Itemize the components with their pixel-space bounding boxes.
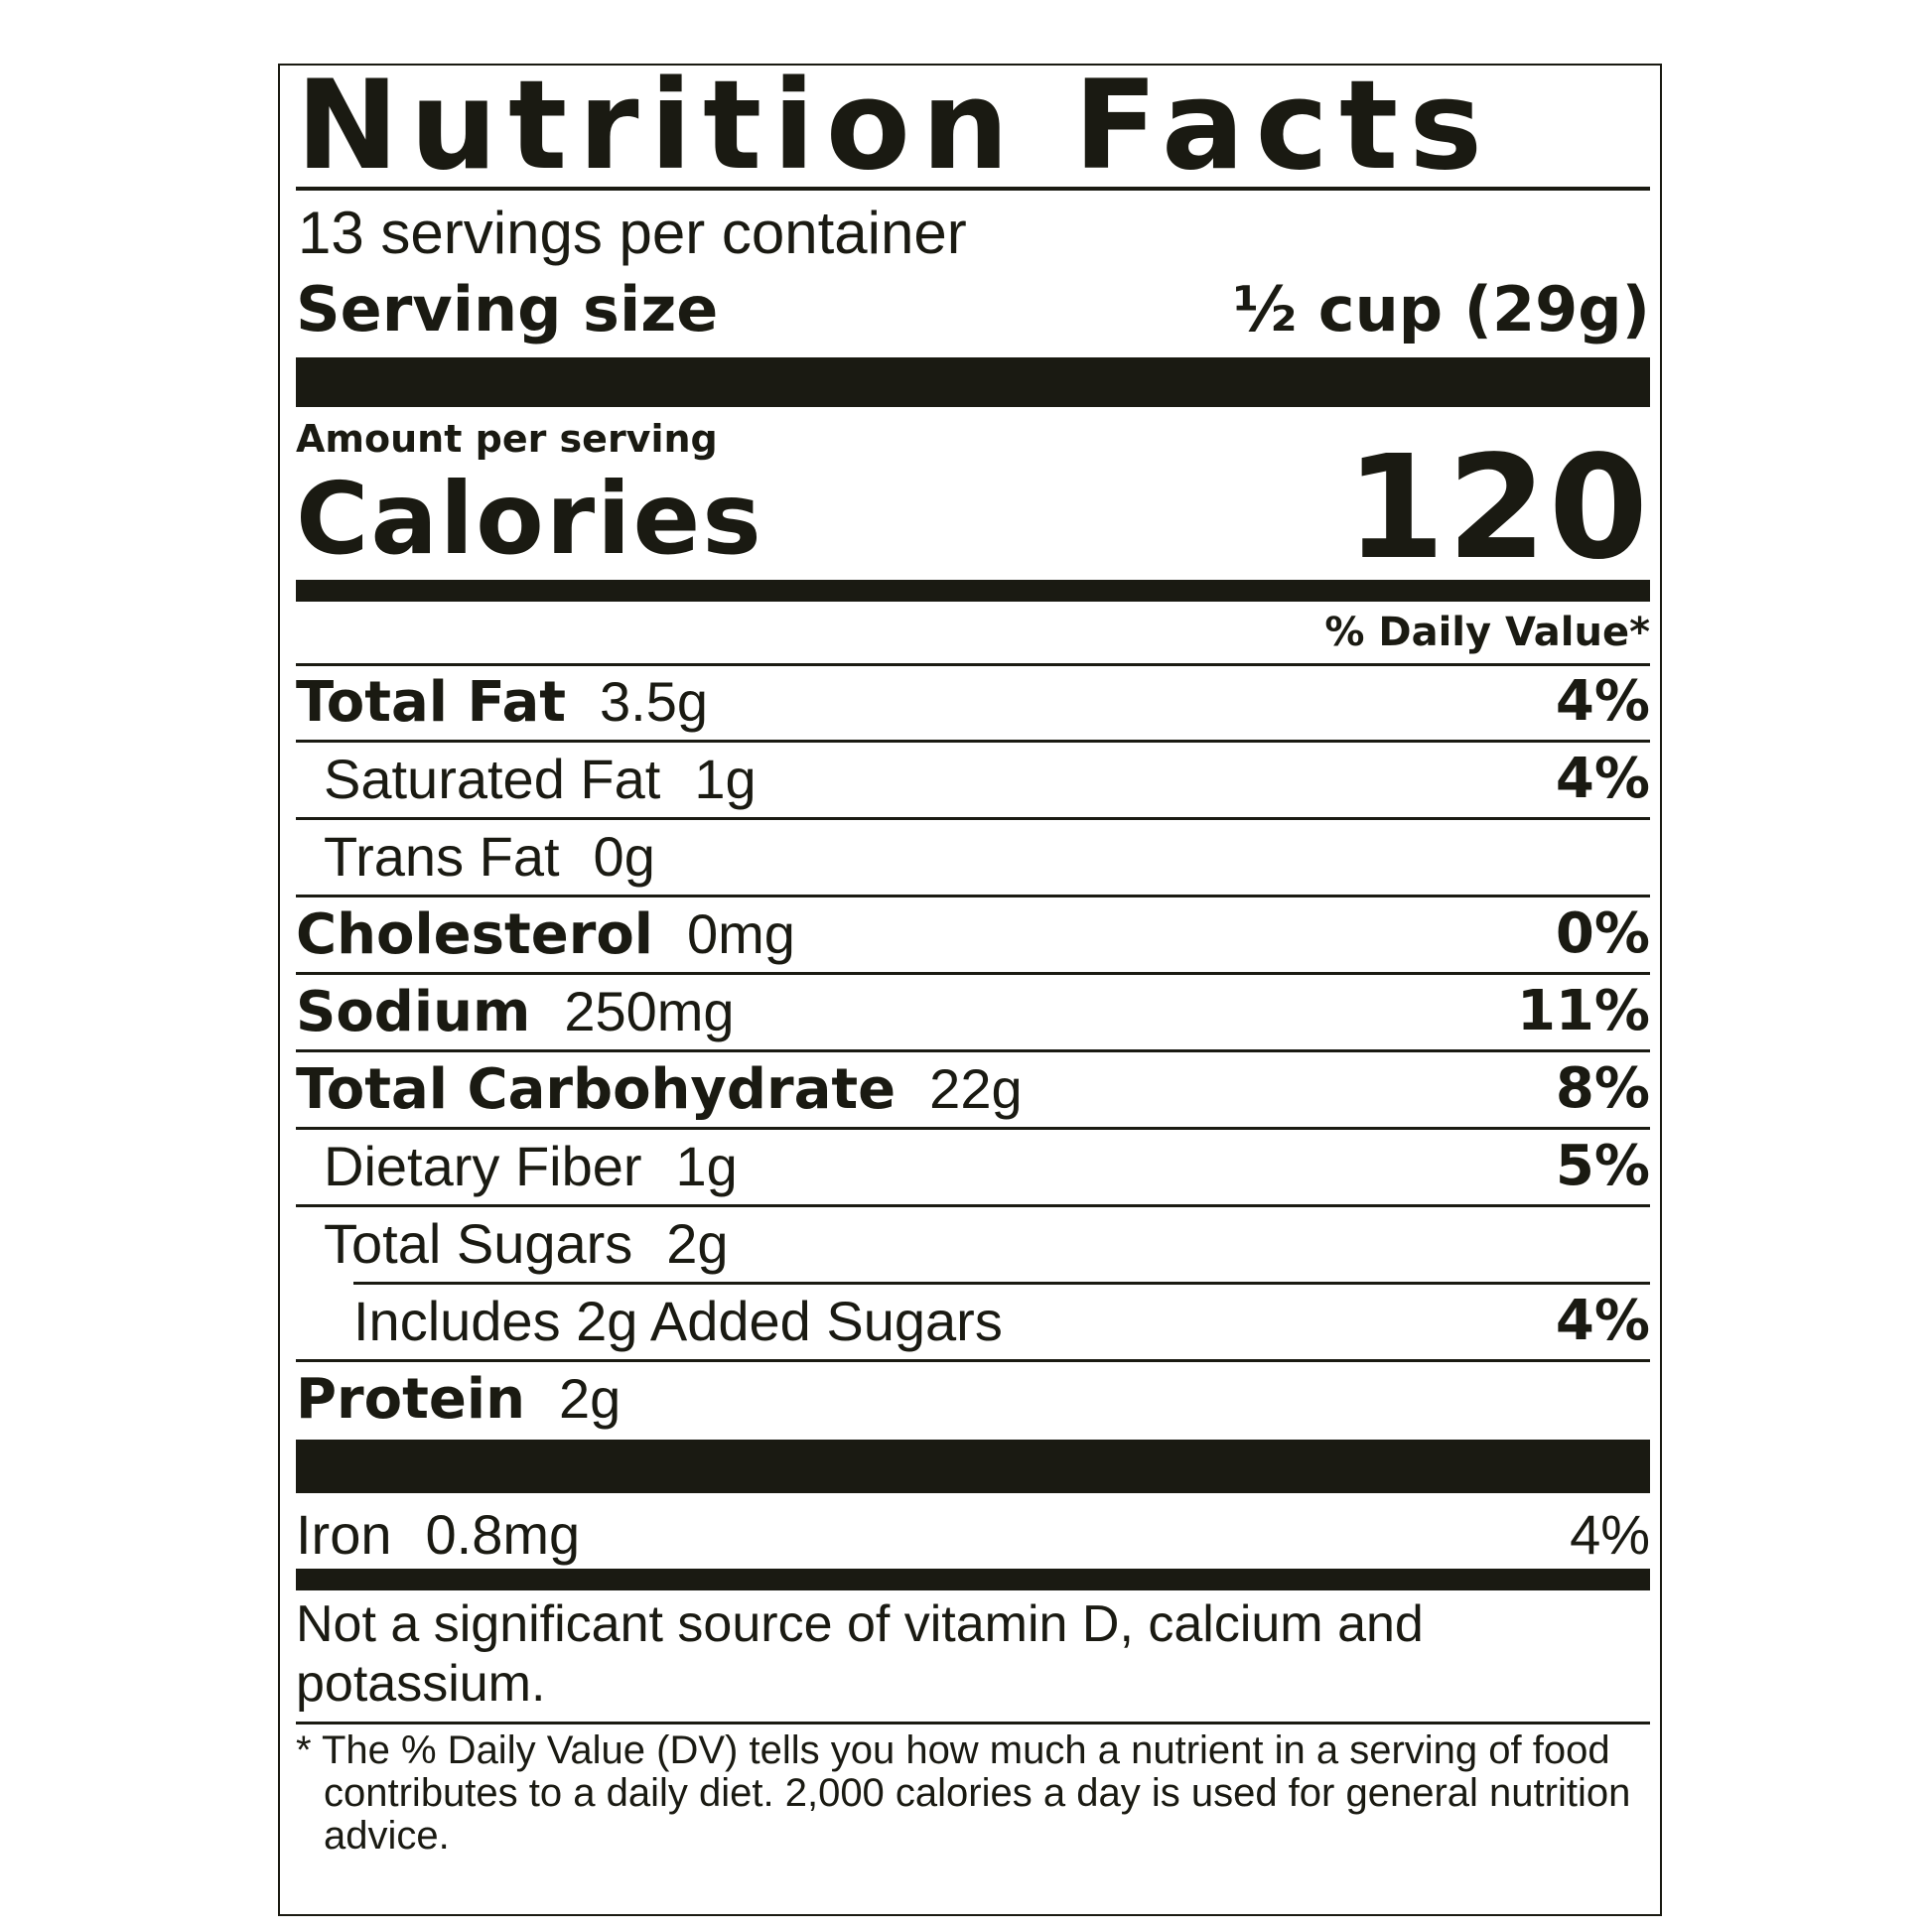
nutrient-name: Iron 0.8mg xyxy=(296,1503,581,1566)
nutrient-amount: 2g xyxy=(666,1212,729,1275)
nutrient-row-added-sugars: Includes 2g Added Sugars 4% xyxy=(296,1283,1650,1360)
nutrient-dv: 4% xyxy=(1555,1289,1650,1353)
nutrient-name: Total Carbohydrate 22g xyxy=(296,1057,1023,1122)
nutrition-facts-title: Nutrition Facts xyxy=(296,55,1494,198)
divider xyxy=(296,895,1650,897)
nutrient-row-sodium: Sodium 250mg 11% xyxy=(296,973,1650,1050)
nutrient-amount: 0.8mg xyxy=(425,1503,581,1566)
nutrient-dv: 11% xyxy=(1516,979,1650,1043)
nutrient-name: Dietary Fiber 1g xyxy=(324,1135,738,1197)
divider xyxy=(296,972,1650,975)
nutrient-dv: 4% xyxy=(1555,747,1650,811)
nutrient-name: Cholesterol 0mg xyxy=(296,902,795,967)
amount-per-serving: Amount per serving xyxy=(296,417,718,461)
medium-divider xyxy=(296,580,1650,602)
nutrient-row-cholesterol: Cholesterol 0mg 0% xyxy=(296,896,1650,973)
nutrient-amount: 22g xyxy=(929,1057,1023,1120)
daily-value-header: % Daily Value* xyxy=(1324,610,1650,655)
nutrient-row-iron: Iron 0.8mg 4% xyxy=(296,1493,1650,1577)
divider xyxy=(296,740,1650,743)
thick-divider xyxy=(296,1440,1650,1493)
nutrient-row-total-sugars: Total Sugars 2g xyxy=(296,1205,1650,1283)
daily-value-footnote: * The % Daily Value (DV) tells you how m… xyxy=(296,1728,1631,1858)
nutrient-row-protein: Protein 2g xyxy=(296,1360,1650,1438)
nutrition-label-panel xyxy=(278,64,1662,1916)
nutrient-amount: 1g xyxy=(675,1135,738,1197)
divider xyxy=(296,1359,1650,1362)
serving-size-value: ½ cup (29g) xyxy=(1233,273,1650,345)
nutrient-row-dietary-fiber: Dietary Fiber 1g 5% xyxy=(296,1128,1650,1205)
divider xyxy=(296,663,1650,666)
nutrient-dv: 4% xyxy=(1555,669,1650,734)
nutrient-amount: 1g xyxy=(694,748,757,810)
nutrient-name: Total Fat 3.5g xyxy=(296,670,709,735)
nutrient-name: Total Sugars 2g xyxy=(324,1212,729,1275)
divider xyxy=(296,817,1650,820)
calories-value: 120 xyxy=(1345,424,1650,591)
divider xyxy=(353,1282,1650,1285)
nutrient-amount: 250mg xyxy=(564,980,735,1042)
servings-per-container: 13 servings per container xyxy=(298,200,967,266)
nutrient-dv: 8% xyxy=(1555,1056,1650,1121)
calories-label: Calories xyxy=(296,461,763,577)
nutrient-name: Protein 2g xyxy=(296,1367,621,1432)
nutrient-name: Sodium 250mg xyxy=(296,980,735,1044)
nutrient-name: Includes 2g Added Sugars xyxy=(353,1290,1003,1352)
nutrient-dv: 5% xyxy=(1555,1134,1650,1198)
nutrient-row-saturated-fat: Saturated Fat 1g 4% xyxy=(296,741,1650,818)
divider xyxy=(296,1722,1650,1725)
divider xyxy=(296,1204,1650,1207)
not-significant-note: Not a significant source of vitamin D, c… xyxy=(296,1595,1424,1713)
nutrient-dv: 4% xyxy=(1570,1503,1650,1566)
nutrient-name: Saturated Fat 1g xyxy=(324,748,757,810)
nutrient-row-total-carbohydrate: Total Carbohydrate 22g 8% xyxy=(296,1050,1650,1128)
divider xyxy=(296,187,1650,191)
serving-size-label: Serving size xyxy=(296,273,719,345)
nutrient-amount: 0g xyxy=(593,825,655,888)
divider xyxy=(296,1049,1650,1052)
medium-divider xyxy=(296,1569,1650,1590)
divider xyxy=(296,1127,1650,1130)
nutrient-row-total-fat: Total Fat 3.5g 4% xyxy=(296,663,1650,741)
nutrient-name: Trans Fat 0g xyxy=(324,825,655,888)
nutrient-amount: 0mg xyxy=(686,902,795,965)
nutrient-row-trans-fat: Trans Fat 0g xyxy=(296,818,1650,896)
nutrient-amount: 2g xyxy=(558,1367,621,1430)
thick-divider xyxy=(296,357,1650,407)
nutrient-dv: 0% xyxy=(1555,901,1650,966)
nutrient-amount: 3.5g xyxy=(600,670,709,733)
